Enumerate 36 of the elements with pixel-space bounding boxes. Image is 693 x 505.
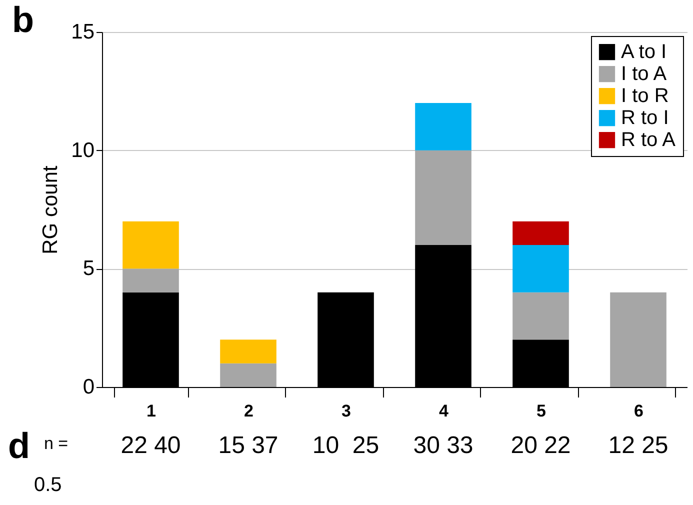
bar: [220, 340, 276, 364]
y-tick-label: 5: [82, 257, 94, 280]
text: n =: [44, 434, 68, 454]
legend-label: I to R: [621, 85, 669, 107]
x-tick-label: 4: [439, 402, 450, 420]
chart-title: b: [12, 0, 34, 40]
legend-label: I to A: [621, 63, 668, 85]
legend-label: R to A: [621, 129, 676, 151]
bar: [415, 103, 472, 150]
text: 12 25: [608, 432, 668, 460]
text: 22 40: [120, 432, 181, 460]
text: d: [8, 425, 30, 467]
y-tick-label: 10: [71, 138, 94, 162]
text: 30 33: [413, 432, 474, 460]
bar: [512, 221, 569, 245]
legend-label: R to I: [621, 107, 669, 129]
bar: [512, 245, 569, 292]
x-tick-label: 2: [244, 402, 254, 420]
x-tick-label: 6: [634, 402, 644, 420]
bar: [415, 150, 472, 245]
bar: [512, 292, 569, 340]
y-axis-title: RG count: [39, 165, 62, 254]
text: 0.5: [34, 474, 62, 497]
legend-label: A to I: [621, 41, 667, 63]
bar: [122, 268, 179, 292]
text: 10 25: [312, 432, 380, 460]
x-tick-label: 1: [146, 402, 156, 420]
x-tick-label: 3: [342, 402, 351, 420]
x-tick-label: 5: [536, 402, 546, 420]
text: 15 37: [218, 432, 278, 460]
text: 20 22: [510, 432, 571, 460]
bar: [610, 292, 666, 387]
y-tick-label: 15: [71, 20, 94, 44]
bar: [122, 221, 179, 269]
y-tick-label: 0: [82, 376, 94, 398]
bar: [220, 363, 276, 387]
